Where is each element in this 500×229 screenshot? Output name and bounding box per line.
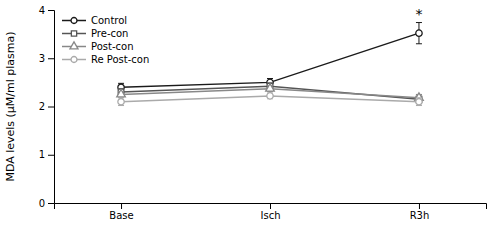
legend-item: Re Post-con bbox=[62, 54, 149, 65]
marker bbox=[267, 93, 273, 99]
marker bbox=[416, 30, 422, 36]
x-tick-mark bbox=[419, 203, 420, 209]
x-tick: Isch bbox=[261, 203, 281, 221]
x-tick-label: Base bbox=[109, 210, 133, 221]
series bbox=[117, 84, 424, 102]
x-tick-mark bbox=[270, 203, 271, 209]
error-bar bbox=[118, 98, 124, 106]
x-tick-label: R3h bbox=[410, 210, 430, 221]
y-tick: 2 bbox=[39, 101, 54, 112]
y-tick-mark bbox=[48, 107, 54, 108]
y-tick-mark bbox=[48, 10, 54, 11]
y-tick: 3 bbox=[39, 53, 54, 64]
x-tick-label: Isch bbox=[261, 210, 281, 221]
annotation: * bbox=[415, 6, 422, 22]
y-tick: 4 bbox=[39, 5, 54, 16]
marker bbox=[118, 98, 124, 104]
legend-label: Control bbox=[91, 15, 127, 26]
y-tick-label: 0 bbox=[39, 198, 45, 209]
series bbox=[118, 93, 422, 106]
error-bar bbox=[267, 93, 273, 99]
y-tick-label: 2 bbox=[39, 101, 45, 112]
x-tick: R3h bbox=[410, 203, 430, 221]
chart: 0 1 2 3 4 Base Isch R3h MDA levels (μM/ml plasma… bbox=[0, 0, 500, 229]
legend-label: Re Post-con bbox=[91, 54, 149, 65]
y-tick-label: 3 bbox=[39, 53, 45, 64]
y-tick-label: 4 bbox=[39, 5, 45, 16]
x-tick-mark bbox=[121, 203, 122, 209]
marker bbox=[266, 84, 275, 91]
y-axis: 0 1 2 3 4 bbox=[39, 5, 55, 209]
x-axis: Base Isch R3h bbox=[55, 203, 487, 221]
y-tick-mark bbox=[48, 155, 54, 156]
x-tick: Base bbox=[109, 203, 133, 221]
legend: Control Pre-con Post-con Re Post-con bbox=[62, 15, 149, 65]
legend-item: Control bbox=[62, 15, 127, 26]
plot: 0 1 2 3 4 Base Isch R3h MDA levels (μM/ml plasma… bbox=[4, 5, 487, 221]
marker bbox=[117, 89, 126, 96]
series bbox=[118, 23, 422, 92]
y-axis-title: MDA levels (μM/ml plasma) bbox=[4, 31, 17, 181]
legend-label: Pre-con bbox=[91, 28, 128, 39]
y-tick-mark bbox=[48, 58, 54, 59]
y-tick: 1 bbox=[39, 149, 54, 160]
y-tick-mark bbox=[48, 203, 54, 204]
y-tick-label: 1 bbox=[39, 149, 45, 160]
error-bar bbox=[416, 23, 422, 44]
legend-marker bbox=[71, 31, 76, 36]
legend-item: Post-con bbox=[62, 41, 134, 52]
x-axis-line bbox=[55, 204, 487, 210]
legend-marker bbox=[71, 18, 77, 24]
legend-marker bbox=[71, 57, 77, 63]
marks bbox=[117, 23, 424, 106]
y-tick: 0 bbox=[39, 198, 54, 209]
y-axis-line bbox=[48, 11, 55, 204]
series bbox=[118, 83, 422, 104]
legend-item: Pre-con bbox=[62, 28, 128, 39]
line bbox=[121, 33, 419, 87]
legend-label: Post-con bbox=[91, 41, 134, 52]
legend-marker bbox=[70, 42, 78, 49]
error-bar bbox=[416, 98, 422, 106]
marker bbox=[416, 98, 422, 104]
